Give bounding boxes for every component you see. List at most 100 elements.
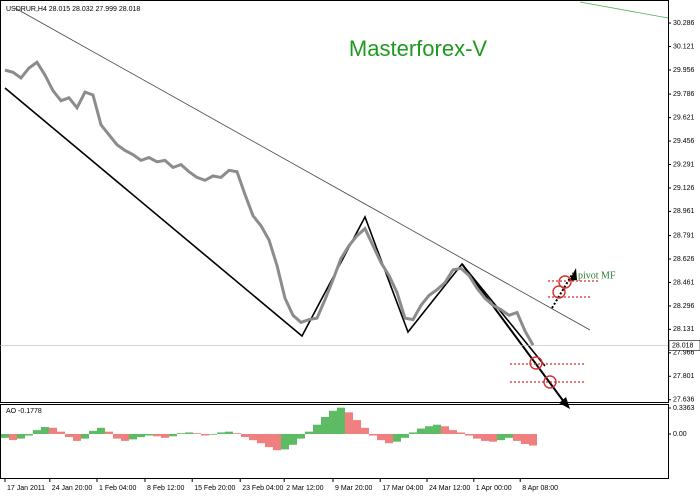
x-tick-label: 9 Mar 20:00	[335, 485, 372, 492]
y-tick-label: 28.626	[673, 256, 695, 263]
x-tick-label: 8 Apr 08:00	[522, 485, 558, 492]
ao-bar	[169, 433, 177, 437]
ao-bar	[113, 433, 121, 439]
trend-line	[14, 7, 591, 331]
ao-bar	[17, 433, 25, 439]
ao-panel	[0, 404, 669, 479]
y-tick-label: 27.966	[673, 350, 695, 357]
x-tick-label: 17 Jan 2011	[7, 485, 45, 492]
ao-bar	[401, 433, 409, 438]
ao-bar	[521, 433, 529, 445]
y-tick-label: 28.791	[673, 232, 695, 239]
ao-bar	[529, 433, 537, 446]
price-line	[4, 60, 535, 346]
ao-bar	[345, 412, 353, 434]
y-tick-label: 0.3363	[673, 405, 695, 412]
ao-bar	[329, 410, 337, 434]
ao-bar	[217, 432, 225, 434]
x-tick-label: 8 Feb 12:00	[147, 485, 184, 492]
ao-bar	[137, 433, 145, 438]
ao-bar	[505, 433, 513, 438]
ao-bar	[481, 433, 489, 441]
ao-bar	[25, 433, 33, 436]
y-tick-label: 29.291	[673, 161, 695, 168]
arrow-head	[569, 268, 577, 281]
ao-bar	[161, 433, 169, 438]
last-price-label: 28.018	[672, 342, 694, 349]
arrow-head	[559, 397, 570, 409]
ao-bar	[377, 433, 385, 441]
ao-bar	[1, 433, 9, 438]
zigzag	[4, 87, 546, 367]
ao-bar	[233, 433, 241, 434]
ao-bar	[97, 427, 105, 434]
ao-bar	[57, 431, 65, 434]
ao-bar	[81, 433, 89, 439]
ao-bar	[289, 433, 297, 445]
ao-bar	[49, 427, 57, 434]
ao-bar	[153, 433, 161, 437]
ao-bar	[105, 431, 113, 434]
ao-bar	[369, 433, 377, 436]
x-tick-label: 1 Feb 04:00	[99, 485, 136, 492]
main-panel	[0, 0, 669, 403]
ao-bar	[441, 426, 449, 434]
ao-bar	[249, 433, 257, 441]
ao-bar	[425, 426, 433, 434]
watermark: Masterforex-V	[349, 36, 487, 61]
ao-bar	[473, 433, 481, 439]
ao-title: AO -0.1778	[6, 408, 42, 415]
ao-bar	[225, 431, 233, 434]
ao-bar	[449, 430, 457, 434]
ao-bar	[385, 433, 393, 444]
pivot-circles	[529, 275, 572, 389]
ao-bar	[121, 433, 129, 441]
ao-bar	[185, 432, 193, 434]
ao-bar	[321, 416, 329, 434]
ao-bar	[73, 433, 81, 441]
y-tick-label: 29.126	[673, 185, 695, 192]
ao-bar	[201, 433, 209, 436]
indicator-line	[579, 1, 669, 19]
ao-bar	[305, 431, 313, 434]
y-tick-label: 28.961	[673, 208, 695, 215]
arrow-down	[461, 263, 568, 407]
ao-bar	[313, 424, 321, 434]
y-tick-label: 29.956	[673, 67, 695, 74]
ao-bar	[353, 420, 361, 434]
ao-bar	[361, 427, 369, 434]
ao-bar	[433, 424, 441, 434]
ao-bar	[129, 433, 137, 440]
y-tick-label: 28.296	[673, 303, 695, 310]
ao-bar	[65, 433, 73, 438]
ao-bar	[33, 430, 41, 434]
ao-bar	[273, 433, 281, 451]
y-tick-label: 29.621	[673, 114, 695, 121]
y-tick-label: 29.456	[673, 138, 695, 145]
arrow-up	[551, 272, 574, 309]
ao-bar	[209, 433, 217, 435]
x-tick-label: 23 Feb 04:00	[242, 485, 283, 492]
x-tick-label: 1 Apr 00:00	[476, 485, 512, 492]
y-tick-label: 28.461	[673, 279, 695, 286]
ao-bar	[193, 433, 201, 434]
y-tick-label: 27.801	[673, 373, 695, 380]
y-tick-label: 30.286	[673, 20, 695, 27]
ao-bar	[393, 433, 401, 442]
ao-bar	[145, 433, 153, 436]
ao-bar	[417, 428, 425, 434]
ao-bar	[457, 432, 465, 434]
ao-bar	[257, 433, 265, 444]
ao-bar	[177, 433, 185, 434]
x-tick-label: 15 Feb 20:00	[194, 485, 235, 492]
ao-bar	[41, 427, 49, 434]
ao-bar	[513, 433, 521, 441]
ao-bar	[297, 433, 305, 439]
x-tick-label: 17 Mar 04:00	[382, 485, 423, 492]
ao-bar	[489, 433, 497, 442]
ao-bar	[409, 432, 417, 434]
ao-bar	[497, 433, 505, 441]
ao-bar	[337, 407, 345, 434]
ao-bar	[465, 433, 473, 436]
